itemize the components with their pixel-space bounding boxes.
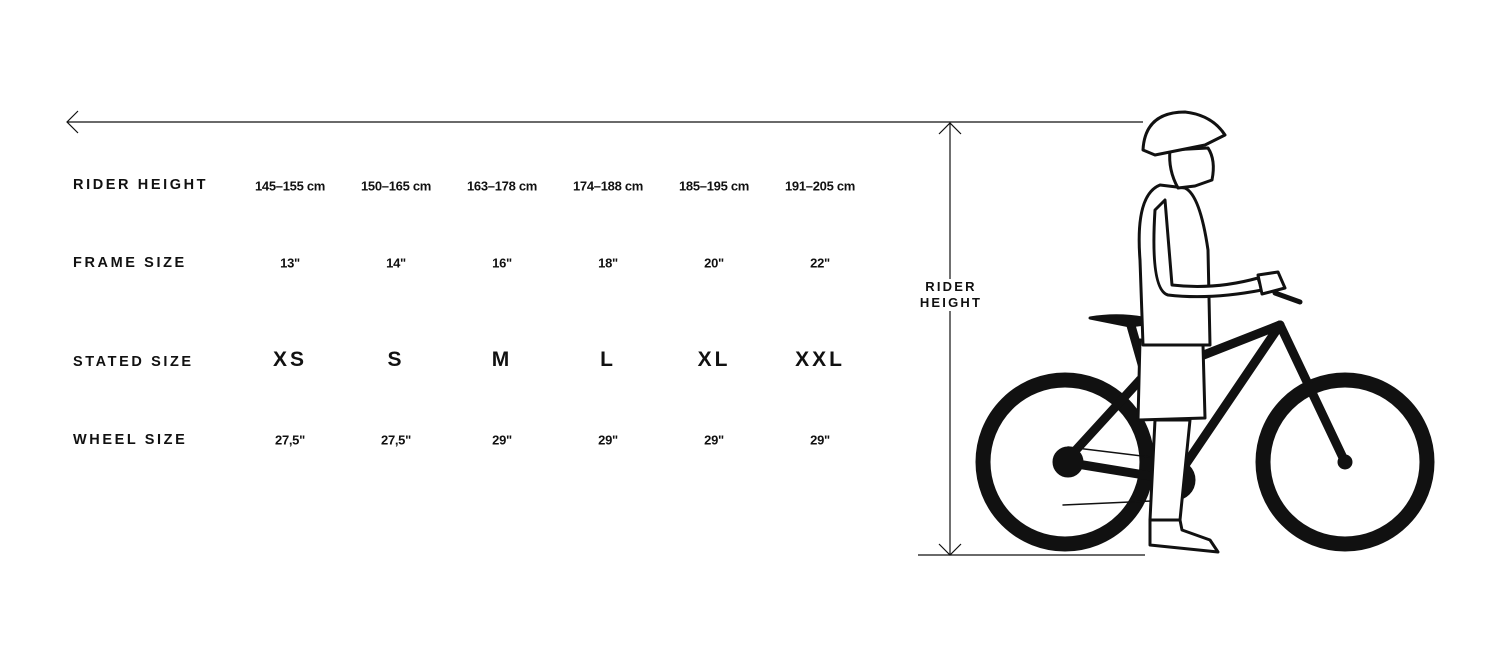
rider-with-bike-illustration (975, 110, 1435, 554)
rider-height-label-line2: HEIGHT (919, 295, 983, 310)
frame-size-cell: 20" (704, 255, 724, 271)
stated-size-cell: S (387, 348, 405, 371)
wheel-size-cell: 29" (704, 432, 724, 448)
frame-size-cell: 18" (598, 255, 618, 271)
row-label-stated-size: STATED SIZE (73, 354, 194, 370)
stated-size-cell: XXL (795, 348, 845, 371)
stated-size-cell: XL (697, 348, 731, 371)
frame-size-cell: 14" (386, 255, 406, 271)
rider-height-label-line1: RIDER (925, 279, 977, 294)
stated-size-cell: XS (272, 348, 308, 371)
row-label-frame-size: FRAME SIZE (73, 255, 187, 271)
rider-height-label: RIDER HEIGHT (917, 279, 985, 311)
arrow-left-icon (66, 110, 79, 134)
rider-height-cell: 174–188 cm (572, 178, 644, 194)
row-label-wheel-size: WHEEL SIZE (73, 432, 188, 448)
row-label-rider-height: RIDER HEIGHT (73, 177, 209, 193)
frame-size-cell: 22" (810, 255, 830, 271)
frame-size-cell: 13" (280, 255, 300, 271)
rider-height-cell: 163–178 cm (466, 178, 538, 194)
frame-size-cell: 16" (492, 255, 512, 271)
rider-height-cell: 185–195 cm (678, 178, 750, 194)
wheel-size-cell: 29" (492, 432, 512, 448)
rider-height-cell: 191–205 cm (784, 178, 856, 194)
stated-size-cell: M (491, 348, 513, 371)
stated-size-cell: L (600, 348, 616, 371)
wheel-size-cell: 27,5" (275, 432, 305, 448)
wheel-size-cell: 29" (810, 432, 830, 448)
rider-height-cell: 150–165 cm (360, 178, 432, 194)
arrow-up-icon (938, 122, 962, 135)
rider-height-cell: 145–155 cm (254, 178, 326, 194)
wheel-size-cell: 27,5" (381, 432, 411, 448)
wheel-size-cell: 29" (598, 432, 618, 448)
